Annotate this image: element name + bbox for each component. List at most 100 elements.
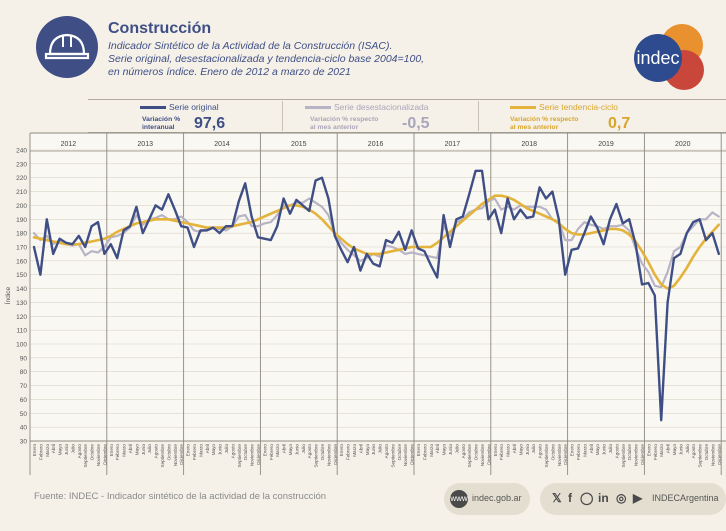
- legend-label-seasonal: Serie desestacionalizada: [334, 102, 429, 112]
- y-tick-label: 190: [16, 217, 27, 224]
- month-tick-label: Febrero: [192, 444, 197, 461]
- month-tick-label: Agosto: [461, 444, 466, 459]
- legend-swatch-trend: [510, 106, 536, 109]
- website-link[interactable]: www indec.gob.ar: [444, 483, 530, 515]
- month-tick-label: Octubre: [704, 444, 709, 461]
- month-tick-label: Julio: [454, 444, 459, 454]
- month-tick-label: Diciembre: [256, 444, 261, 465]
- month-tick-label: Octubre: [474, 444, 479, 461]
- y-tick-label: 70: [20, 383, 28, 390]
- month-tick-label: Julio: [301, 444, 306, 454]
- month-tick-label: Febrero: [653, 444, 658, 461]
- month-tick-label: Noviembre: [173, 444, 178, 467]
- month-tick-label: Diciembre: [179, 444, 184, 465]
- month-tick-label: Enero: [262, 444, 267, 457]
- month-tick-label: Abril: [512, 444, 517, 453]
- month-tick-label: Septiembre: [390, 444, 395, 468]
- legend-label-original: Serie original: [169, 102, 219, 112]
- month-tick-label: Mayo: [595, 444, 600, 456]
- y-tick-label: 160: [16, 258, 27, 265]
- month-tick-label: Marzo: [122, 444, 127, 457]
- y-tick-label: 30: [20, 439, 28, 446]
- month-tick-label: Marzo: [429, 444, 434, 457]
- month-tick-label: Agosto: [77, 444, 82, 459]
- stat-value-trend: 0,7: [608, 115, 631, 132]
- month-tick-label: Mayo: [672, 444, 677, 456]
- indec-logo: indec: [632, 22, 706, 92]
- month-tick-label: Abril: [589, 444, 594, 453]
- month-tick-label: Agosto: [691, 444, 696, 459]
- y-tick-label: 40: [20, 425, 28, 432]
- subtitle-line-3: en números índice. Enero de 2012 a marzo…: [108, 66, 351, 78]
- month-tick-label: Julio: [147, 444, 152, 454]
- month-tick-label: Julio: [70, 444, 75, 454]
- month-tick-label: Marzo: [506, 444, 511, 457]
- legend-swatch-original: [140, 106, 166, 109]
- twitter-icon[interactable]: 𝕏: [552, 491, 562, 505]
- month-tick-label: Marzo: [45, 444, 50, 457]
- month-tick-label: Diciembre: [410, 444, 415, 465]
- stat-value-original: 97,6: [194, 115, 226, 132]
- month-tick-label: Octubre: [243, 444, 248, 461]
- month-tick-label: Septiembre: [237, 444, 242, 468]
- month-tick-label: Octubre: [627, 444, 632, 461]
- month-tick-label: Abril: [51, 444, 56, 453]
- month-tick-label: Noviembre: [403, 444, 408, 467]
- instagram-icon[interactable]: ◯: [580, 491, 594, 505]
- month-tick-label: Noviembre: [326, 444, 331, 467]
- month-tick-label: Noviembre: [250, 444, 255, 467]
- subtitle-line-2: Serie original, desestacionalizada y ten…: [108, 53, 425, 65]
- month-tick-label: Febrero: [576, 444, 581, 461]
- y-tick-label: 180: [16, 231, 27, 238]
- facebook-icon[interactable]: f: [568, 491, 572, 505]
- month-tick-label: Marzo: [659, 444, 664, 457]
- month-tick-label: Septiembre: [467, 444, 472, 468]
- month-tick-label: Junio: [294, 444, 299, 455]
- month-tick-label: Julio: [224, 444, 229, 454]
- month-tick-label: Abril: [205, 444, 210, 453]
- month-tick-label: Febrero: [38, 444, 43, 461]
- month-tick-label: Septiembre: [621, 444, 626, 468]
- month-tick-label: Febrero: [346, 444, 351, 461]
- month-tick-label: Noviembre: [480, 444, 485, 467]
- linkedin-icon[interactable]: in: [598, 491, 609, 505]
- month-tick-label: Octubre: [166, 444, 171, 461]
- month-tick-label: Junio: [678, 444, 683, 455]
- legend-divider: [478, 101, 479, 131]
- y-tick-label: 60: [20, 397, 28, 404]
- month-tick-label: Febrero: [115, 444, 120, 461]
- year-label: 2017: [445, 141, 461, 148]
- year-label: 2015: [291, 141, 307, 148]
- y-tick-label: 170: [16, 245, 27, 252]
- month-tick-label: Abril: [282, 444, 287, 453]
- y-tick-label: 220: [16, 175, 27, 182]
- subtitle-line-1: Indicador Sintético de la Actividad de l…: [108, 40, 393, 52]
- month-tick-label: Mayo: [442, 444, 447, 456]
- y-tick-label: 140: [16, 286, 27, 293]
- month-tick-label: Marzo: [198, 444, 203, 457]
- month-tick-label: Enero: [646, 444, 651, 457]
- www-icon: www: [450, 490, 468, 508]
- month-tick-label: Noviembre: [557, 444, 562, 467]
- spotify-icon[interactable]: ◎: [616, 491, 627, 505]
- month-tick-label: Enero: [109, 444, 114, 457]
- year-label: 2020: [675, 141, 691, 148]
- isac-line-chart: 30 40 50 60 70 80 90 100 110 120 130 140 150 160 170 18…: [3, 132, 726, 475]
- month-tick-label: Mayo: [365, 444, 370, 456]
- month-tick-label: Noviembre: [634, 444, 639, 467]
- stat-label-original: Variación % interanual: [142, 116, 181, 131]
- y-tick-label: 90: [20, 355, 28, 362]
- y-tick-label: 150: [16, 272, 27, 279]
- month-tick-label: Octubre: [320, 444, 325, 461]
- legend-divider: [282, 101, 283, 131]
- legend-label-trend: Serie tendencia-ciclo: [539, 102, 618, 112]
- month-tick-label: Octubre: [397, 444, 402, 461]
- month-tick-label: Diciembre: [563, 444, 568, 465]
- month-tick-label: Mayo: [211, 444, 216, 456]
- month-tick-label: Diciembre: [333, 444, 338, 465]
- month-tick-label: Junio: [448, 444, 453, 455]
- youtube-icon[interactable]: ▶: [633, 491, 643, 505]
- month-tick-label: Marzo: [582, 444, 587, 457]
- month-tick-label: Junio: [602, 444, 607, 455]
- legend-swatch-seasonal: [305, 106, 331, 109]
